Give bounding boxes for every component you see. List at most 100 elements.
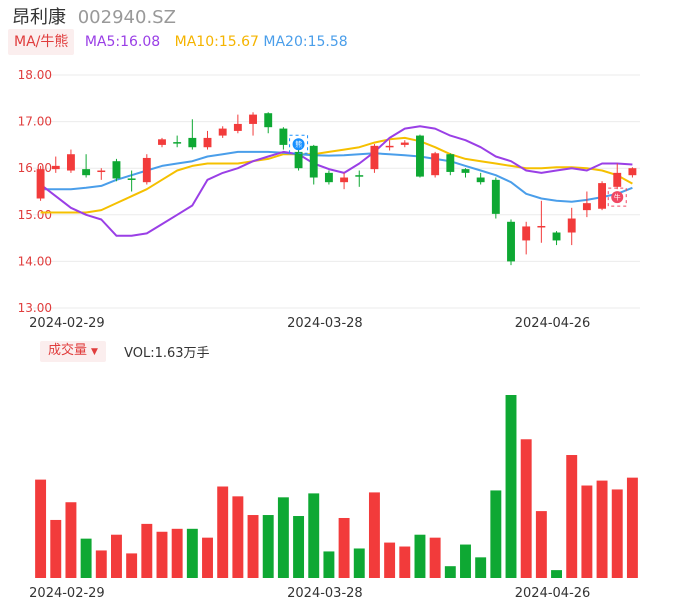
volume-bar	[35, 479, 47, 578]
candle	[233, 114, 242, 134]
volume-bar	[353, 548, 365, 578]
volume-bar	[551, 570, 563, 578]
marker-label: 熊	[295, 140, 302, 149]
candle-body	[203, 137, 212, 148]
ma10-label: MA10:15.67	[174, 34, 259, 50]
volume-bar	[444, 566, 456, 578]
volume-bar	[338, 517, 350, 578]
volume-bar	[156, 531, 168, 578]
candle	[461, 168, 470, 178]
candle	[476, 172, 485, 185]
candle-body	[400, 142, 409, 145]
candle-body	[173, 142, 182, 144]
x-tick-label: 2024-02-29	[29, 316, 105, 331]
candle	[158, 137, 166, 148]
candle-body	[340, 177, 349, 183]
candle-body	[142, 157, 151, 183]
candle-body	[582, 203, 591, 211]
volume-bar	[293, 516, 305, 578]
candle	[552, 231, 561, 246]
candle	[188, 119, 197, 150]
x-tick-label: 2024-02-29	[29, 586, 105, 601]
candle	[112, 158, 121, 182]
candle	[173, 135, 182, 148]
volume-bar	[475, 557, 487, 578]
candle-body	[431, 153, 440, 176]
candle	[309, 144, 318, 185]
volume-bar	[65, 502, 77, 578]
candle	[628, 167, 637, 178]
candle	[142, 154, 151, 185]
candle-body	[461, 169, 470, 173]
volume-legend: 成交量 ▼ VOL:1.63万手	[40, 341, 210, 362]
stock-code: 002940.SZ	[77, 7, 176, 28]
candle-body	[82, 169, 91, 176]
candle-body	[97, 170, 106, 173]
candle	[249, 112, 257, 136]
stock-header: 昂利康 002940.SZ	[12, 3, 176, 29]
y-tick-label: 17.00	[18, 115, 52, 129]
candle-body	[218, 128, 227, 136]
ma20-line	[40, 150, 633, 203]
candle-body	[324, 172, 333, 183]
candle-body	[66, 154, 75, 171]
volume-bar	[232, 496, 244, 578]
x-tick-label: 2024-03-28	[287, 316, 363, 331]
candle	[507, 219, 515, 266]
volume-bar	[505, 395, 517, 578]
candle-body	[598, 183, 607, 209]
candle	[613, 163, 622, 190]
volume-bar	[414, 534, 426, 578]
caret-down-icon: ▼	[91, 347, 98, 357]
candle	[491, 177, 500, 219]
candle-body	[385, 145, 394, 148]
candle-body	[416, 135, 424, 177]
ma5-line	[39, 125, 633, 237]
candle	[385, 140, 394, 151]
candle	[537, 200, 546, 243]
candle	[416, 134, 424, 178]
y-tick-label: 13.00	[18, 301, 52, 315]
marker-dot	[292, 138, 305, 151]
volume-bar	[429, 537, 441, 578]
candle	[598, 181, 607, 211]
marker-label: 牛	[614, 193, 621, 202]
volume-bar	[80, 538, 92, 578]
candle-body	[628, 168, 637, 176]
volume-bar	[626, 477, 638, 578]
candle-body	[249, 114, 257, 124]
volume-bar	[247, 515, 259, 578]
candle-body	[370, 145, 379, 170]
ma20-label: MA20:15.58	[263, 34, 348, 50]
candle	[400, 140, 409, 148]
candle	[582, 191, 591, 218]
volume-indicator-tag[interactable]: 成交量 ▼	[40, 341, 106, 362]
volume-bar	[399, 546, 411, 578]
candle	[36, 165, 45, 201]
x-tick-label: 2024-04-26	[515, 316, 591, 331]
bull-signal-marker: 牛	[607, 187, 627, 207]
x-tick-label: 2024-04-26	[515, 586, 591, 601]
volume-bar	[141, 523, 153, 578]
candle	[431, 151, 440, 178]
candle	[522, 221, 531, 255]
candle-body	[188, 137, 197, 148]
candle-body	[522, 226, 531, 241]
volume-bar	[217, 486, 229, 578]
candle	[97, 168, 106, 180]
candle-body	[491, 179, 500, 214]
volume-bar	[520, 439, 532, 578]
candle	[218, 126, 227, 138]
volume-bar	[611, 489, 623, 578]
candle-body	[36, 169, 45, 199]
volume-bar	[110, 534, 122, 578]
volume-bar	[596, 480, 608, 578]
candle-body	[507, 221, 515, 262]
candle-body	[264, 113, 273, 128]
stock-name: 昂利康	[12, 7, 66, 28]
candle	[370, 143, 379, 173]
ma-indicator-tag[interactable]: MA/牛熊	[8, 29, 75, 55]
volume-bar	[566, 455, 578, 578]
volume-bar	[171, 528, 183, 578]
